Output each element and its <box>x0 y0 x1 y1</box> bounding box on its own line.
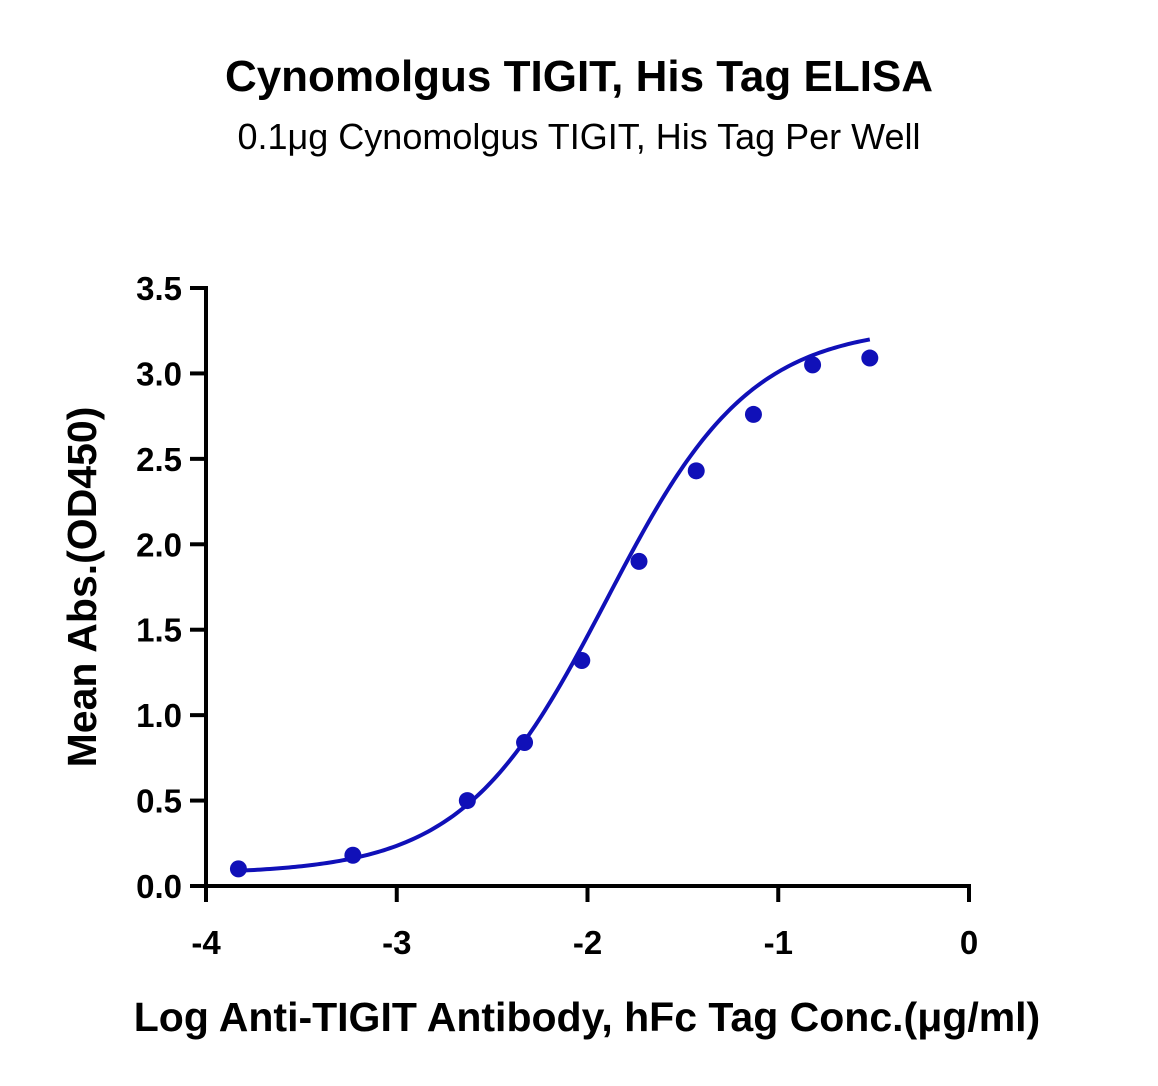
x-axis-label: Log Anti-TIGIT Antibody, hFc Tag Conc.(μ… <box>134 994 1040 1040</box>
y-tick-label: 1.0 <box>136 697 182 734</box>
y-tick-label: 3.0 <box>136 355 182 392</box>
data-point <box>229 860 247 878</box>
chart-subtitle: 0.1μg Cynomolgus TIGIT, His Tag Per Well <box>237 116 921 157</box>
data-point <box>516 733 534 751</box>
y-tick-label: 2.5 <box>136 441 182 478</box>
data-point <box>344 846 362 864</box>
data-point <box>687 462 705 480</box>
x-tick-label: -4 <box>191 924 221 961</box>
data-point <box>458 792 476 810</box>
y-tick-label: 3.5 <box>136 270 182 307</box>
x-tick-label: -2 <box>573 924 602 961</box>
y-tick-label: 1.5 <box>136 612 182 649</box>
data-points <box>229 349 879 878</box>
y-tick-label: 2.0 <box>136 526 182 563</box>
axes <box>204 286 971 888</box>
data-point <box>573 651 591 669</box>
data-point <box>804 356 822 374</box>
fit-curve <box>238 337 871 873</box>
y-tick-label: 0.5 <box>136 783 182 820</box>
data-point <box>630 552 648 570</box>
chart-title: Cynomolgus TIGIT, His Tag ELISA <box>224 52 934 101</box>
y-tick-label: 0.0 <box>136 868 182 905</box>
data-point <box>861 349 879 367</box>
x-tick-label: -3 <box>382 924 411 961</box>
x-tick-label: -1 <box>764 924 793 961</box>
data-point <box>744 405 762 423</box>
x-tick-label: 0 <box>960 924 978 961</box>
ticks: 0.0 0.5 1.0 1.5 2.0 2.5 3.0 3.5 -4 -3 -2 -1 0 <box>136 270 978 961</box>
y-axis-label: Mean Abs.(OD450) <box>59 407 105 768</box>
